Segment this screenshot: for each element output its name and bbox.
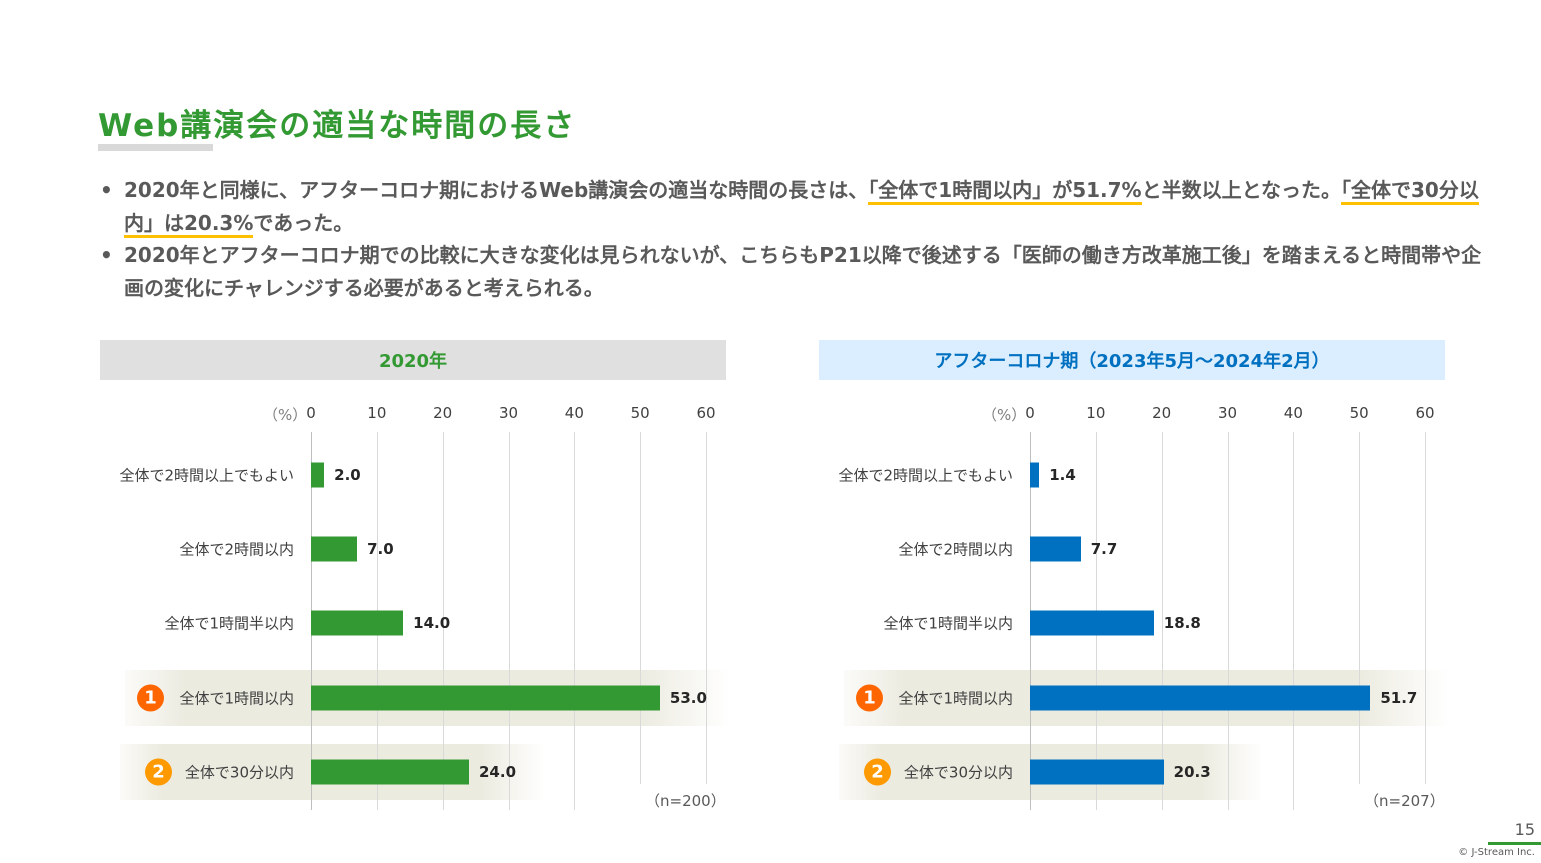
bar xyxy=(1030,759,1164,785)
summary-bullets: 2020年と同様に、アフターコロナ期におけるWeb講演会の適当な時間の長さは、「… xyxy=(100,174,1500,304)
gridline xyxy=(706,432,707,784)
x-tick-label: 50 xyxy=(1349,404,1369,422)
data-label: 7.0 xyxy=(367,540,394,558)
x-tick-label: 40 xyxy=(1283,404,1303,422)
x-tick-label: 30 xyxy=(498,404,519,422)
category-label: 全体で1時間以内 xyxy=(898,689,1013,708)
chart-after-corona: アフターコロナ期（2023年5月～2024年2月） （%） 0 10 20 30 40 50 6… xyxy=(819,340,1449,820)
copyright: © J-Stream Inc. xyxy=(1458,847,1535,858)
gridline xyxy=(1425,432,1426,784)
rank-badge-1: 1 xyxy=(856,684,883,712)
category-label: 全体で2時間以上でもよい xyxy=(838,466,1013,485)
page-number: 15 xyxy=(1514,820,1535,839)
title-underline xyxy=(98,144,213,151)
category-label: 全体で2時間以内 xyxy=(179,540,294,559)
gridline xyxy=(1227,432,1229,810)
data-label: 1.4 xyxy=(1049,466,1076,484)
x-tick-label: 40 xyxy=(564,404,584,422)
highlighted-text: 「全体で30分以内」は20.3% xyxy=(124,178,1479,238)
gridline xyxy=(508,432,510,810)
category-label: 全体で1時間半以内 xyxy=(883,614,1013,633)
x-tick-label: 50 xyxy=(630,404,650,422)
bar xyxy=(311,462,325,488)
gridline xyxy=(1161,432,1163,810)
gridline xyxy=(1293,432,1295,810)
category-label: 全体で2時間以上でもよい xyxy=(119,466,294,485)
bar xyxy=(311,610,404,636)
gridline xyxy=(1359,432,1361,784)
bar xyxy=(1030,536,1081,562)
data-label: 20.3 xyxy=(1173,763,1211,781)
bar xyxy=(311,759,469,785)
bar xyxy=(1030,685,1371,711)
axis-unit-label: （%） xyxy=(263,406,308,424)
bar xyxy=(1030,610,1154,636)
bullet-item: 2020年とアフターコロナ期での比較に大きな変化は見られないが、こちらもP21以… xyxy=(100,239,1500,304)
bar xyxy=(1030,462,1040,488)
page-number-underline xyxy=(1488,842,1541,845)
data-label: 14.0 xyxy=(413,614,451,632)
x-tick-label: 0 xyxy=(306,404,316,422)
x-tick-label: 60 xyxy=(1415,404,1435,422)
sample-size-note: （n=200） xyxy=(645,792,726,810)
x-tick-label: 20 xyxy=(433,404,453,422)
highlighted-text: 「全体で1時間以内」が51.7% xyxy=(868,178,1142,205)
chart-header: 2020年 xyxy=(100,340,726,380)
category-label: 全体で1時間半以内 xyxy=(164,614,294,633)
data-label: 2.0 xyxy=(334,466,361,484)
chart-2020: 2020年 （%） 0 10 20 30 40 50 60 全体で2時間以上でもよい 2.0 全体で2… xyxy=(100,340,730,820)
axis-unit-label: （%） xyxy=(982,406,1027,424)
bullet-text: 2020年とアフターコロナ期での比較に大きな変化は見られないが、こちらもP21以… xyxy=(124,243,1482,300)
rank-badge-1: 1 xyxy=(137,684,164,712)
data-label: 24.0 xyxy=(479,763,517,781)
category-label: 全体で1時間以内 xyxy=(179,689,294,708)
data-label: 7.7 xyxy=(1090,540,1118,558)
category-label: 全体で30分以内 xyxy=(184,763,294,782)
bullet-text: 2020年と同様に、アフターコロナ期におけるWeb講演会の適当な時間の長さは、 xyxy=(124,178,869,202)
gridline xyxy=(442,432,444,810)
data-label: 53.0 xyxy=(669,689,707,707)
x-tick-label: 30 xyxy=(1217,404,1238,422)
bar xyxy=(311,536,358,562)
gridline xyxy=(574,432,576,810)
bullet-text: であった。 xyxy=(253,210,354,235)
data-label: 18.8 xyxy=(1163,614,1201,632)
bar xyxy=(311,685,660,711)
chart-header: アフターコロナ期（2023年5月～2024年2月） xyxy=(819,340,1445,380)
x-tick-label: 10 xyxy=(1086,404,1106,422)
x-tick-label: 20 xyxy=(1152,404,1172,422)
bullet-text: と半数以上となった。 xyxy=(1141,178,1342,202)
page-title: Web講演会の適当な時間の長さ xyxy=(98,108,577,144)
rank-badge-2: 2 xyxy=(145,758,172,786)
category-label: 全体で2時間以内 xyxy=(898,540,1013,559)
gridline xyxy=(640,432,642,784)
x-tick-label: 60 xyxy=(696,404,716,422)
bullet-item: 2020年と同様に、アフターコロナ期におけるWeb講演会の適当な時間の長さは、「… xyxy=(100,174,1500,239)
x-tick-label: 0 xyxy=(1025,404,1035,422)
sample-size-note: （n=207） xyxy=(1364,792,1445,810)
data-label: 51.7 xyxy=(1380,689,1418,707)
category-label: 全体で30分以内 xyxy=(903,763,1013,782)
rank-badge-2: 2 xyxy=(864,758,891,786)
x-tick-label: 10 xyxy=(367,404,387,422)
